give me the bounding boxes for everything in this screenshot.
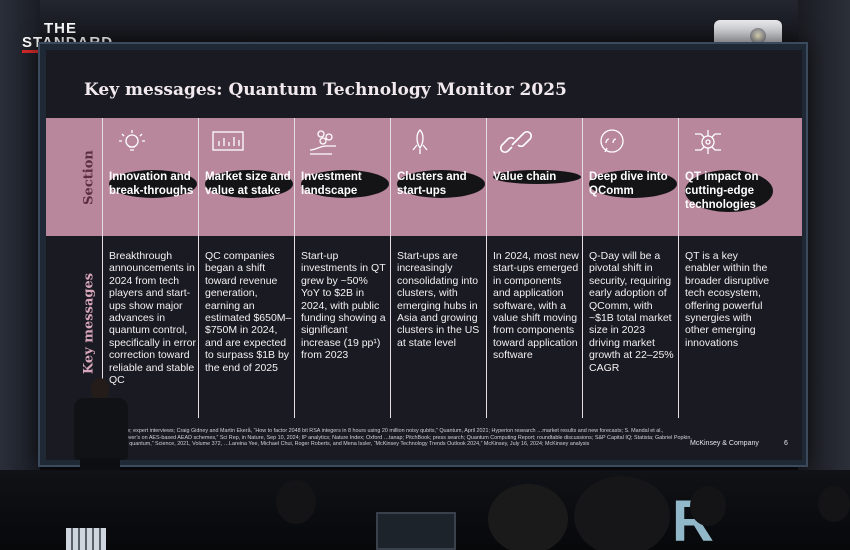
column-body: In 2024, most new start-ups emerged in c… [493, 250, 579, 362]
audience-head [276, 480, 316, 524]
rocket-icon [412, 129, 428, 154]
column-heading: Value chain [493, 170, 581, 184]
column-market-size: Market size and value at stake QC compan… [198, 118, 294, 418]
message-columns: Innovation and break-throughs Breakthrou… [102, 118, 802, 418]
row-label-section: Section [81, 150, 97, 205]
ceiling [0, 0, 850, 42]
slide-brand: McKinsey & Company [690, 440, 759, 447]
column-value-chain: Value chain In 2024, most new start-ups … [486, 118, 582, 418]
slide-title: Key messages: Quantum Technology Monitor… [84, 80, 567, 100]
column-heading: QT impact on cutting-edge technologies [685, 170, 773, 212]
audience-head [574, 476, 670, 550]
audience-head [690, 486, 726, 526]
projection-screen: Key messages: Quantum Technology Monitor… [38, 42, 808, 467]
slide-footnote: …nts. …runchbase; expert interviews; Cra… [84, 428, 692, 448]
column-qcomm: Deep dive into QComm Q-Day will be a piv… [582, 118, 678, 418]
column-body: QC companies began a shift toward revenu… [205, 250, 292, 374]
column-body: QT is a key enabler within the broader d… [685, 250, 770, 349]
column-body: Breakthrough announcements in 2024 from … [109, 250, 196, 387]
left-wall-panel [0, 0, 40, 550]
speaker-body [74, 398, 128, 460]
speech-bubble-icon [600, 129, 624, 153]
column-heading: Clusters and start-ups [397, 170, 485, 198]
column-heading: Deep dive into QComm [589, 170, 677, 198]
column-qt-impact: QT impact on cutting-edge technologies Q… [678, 118, 774, 418]
chain-link-icon [499, 130, 533, 154]
presentation-slide: Key messages: Quantum Technology Monitor… [46, 50, 802, 460]
audience-head [818, 486, 850, 522]
column-body: Q-Day will be a pivotal shift in securit… [589, 250, 674, 374]
column-heading: Investment landscape [301, 170, 389, 198]
row-label-key-messages: Key messages [81, 272, 97, 375]
water-bottles [66, 528, 106, 550]
bar-chart-icon [212, 131, 244, 151]
column-investment: Investment landscape Start-up investment… [294, 118, 390, 418]
column-heading: Innovation and break-throughs [109, 170, 197, 198]
lightbulb-icon [119, 130, 145, 151]
audience-head [488, 484, 568, 550]
speaker-head [91, 378, 109, 400]
coins-hand-icon [309, 130, 336, 155]
column-heading: Market size and value at stake [205, 170, 293, 198]
slide-page-number: 6 [784, 440, 788, 447]
circuit-gear-icon [695, 130, 721, 154]
column-body: Start-up investments in QT grew by ~50% … [301, 250, 386, 362]
column-body: Start-ups are increasingly consolidating… [397, 250, 480, 349]
column-innovation: Innovation and break-throughs Breakthrou… [102, 118, 198, 418]
laptop-monitor [376, 512, 456, 550]
column-clusters: Clusters and start-ups Start-ups are inc… [390, 118, 486, 418]
logo-line-1: THE [44, 20, 77, 37]
projector-lens [750, 28, 766, 44]
